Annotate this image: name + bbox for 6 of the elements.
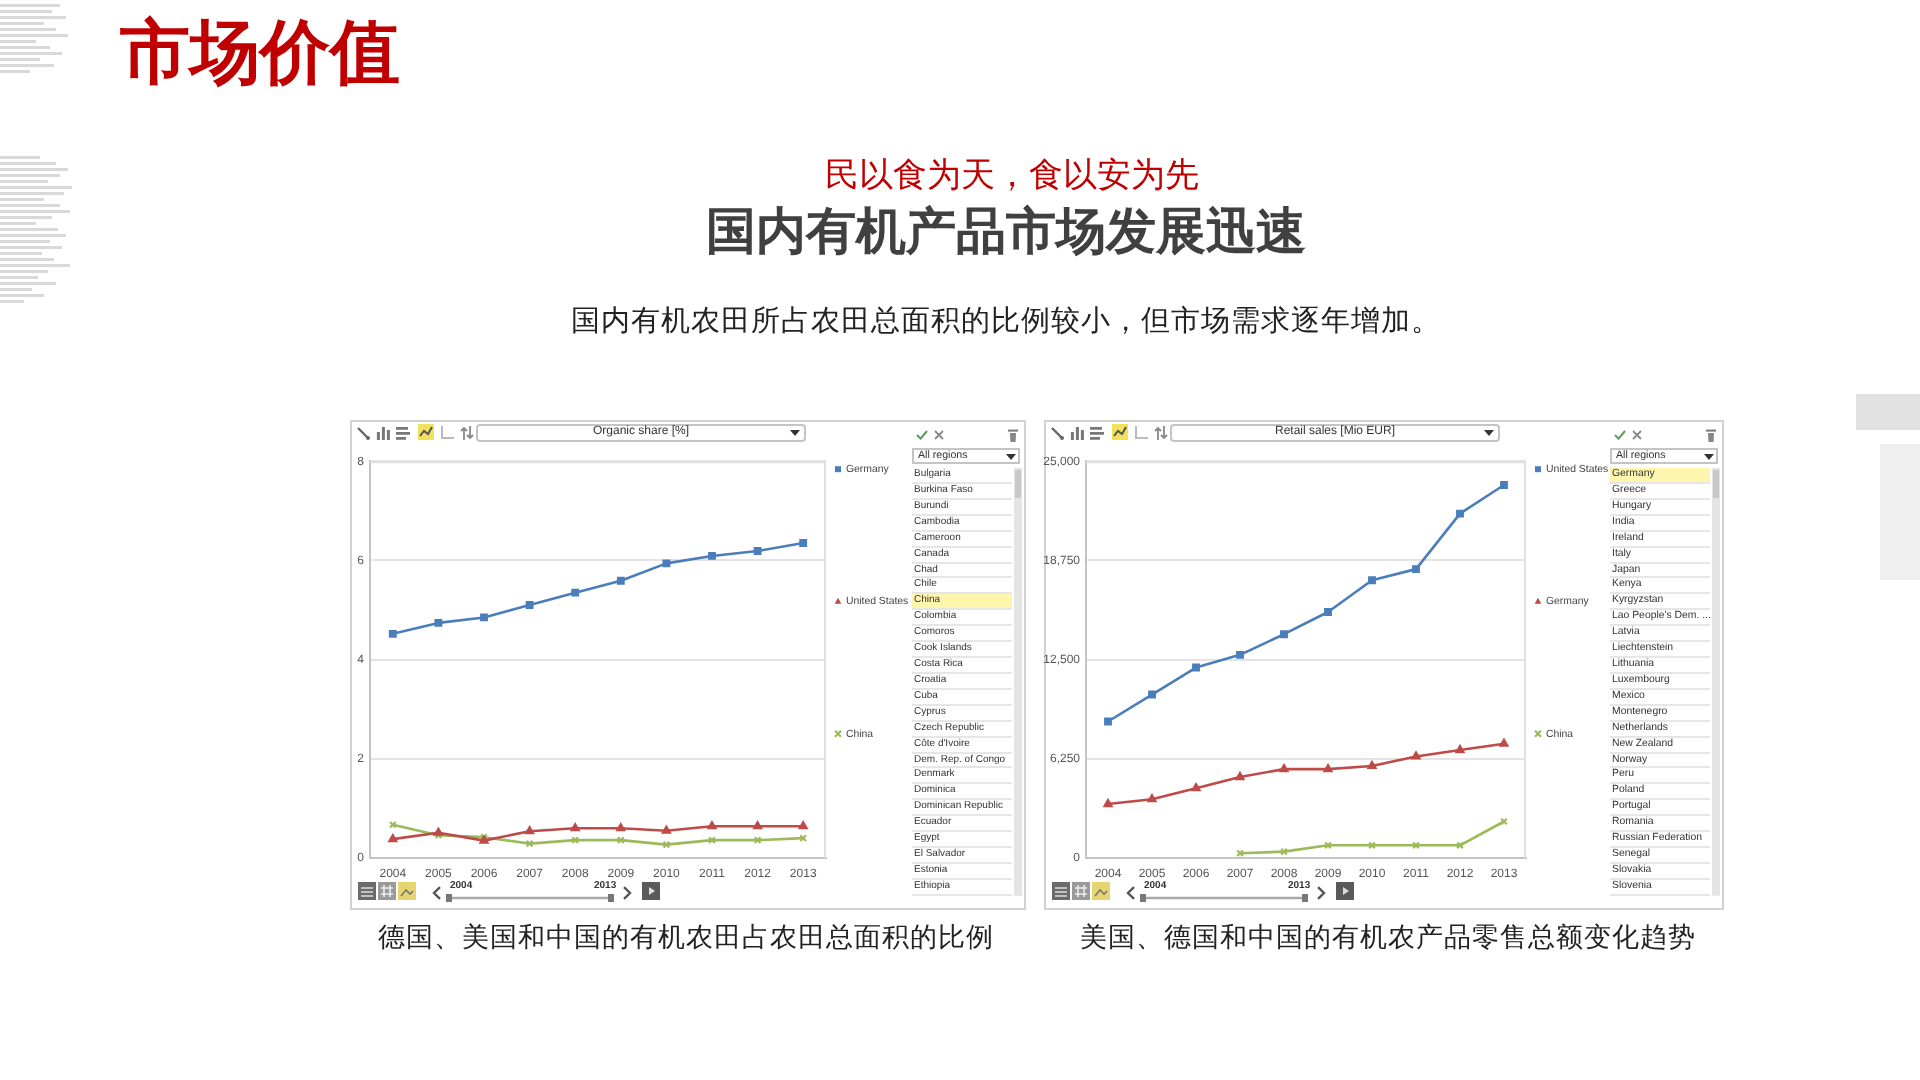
text: 国内有机产品市场发展迅速 — [706, 202, 1306, 260]
text: 国内有机农田所占农田总面积的比例较小，但市场需求逐年增加。 — [571, 306, 1441, 338]
text: 德国、美国和中国的有机农田占农田总面积的比例 — [378, 922, 994, 954]
text: 市场价值 — [120, 14, 400, 94]
text: 民以食为天，食以安为先 — [825, 156, 1199, 196]
text: 美国、德国和中国的有机农产品零售总额变化趋势 — [1080, 922, 1696, 954]
